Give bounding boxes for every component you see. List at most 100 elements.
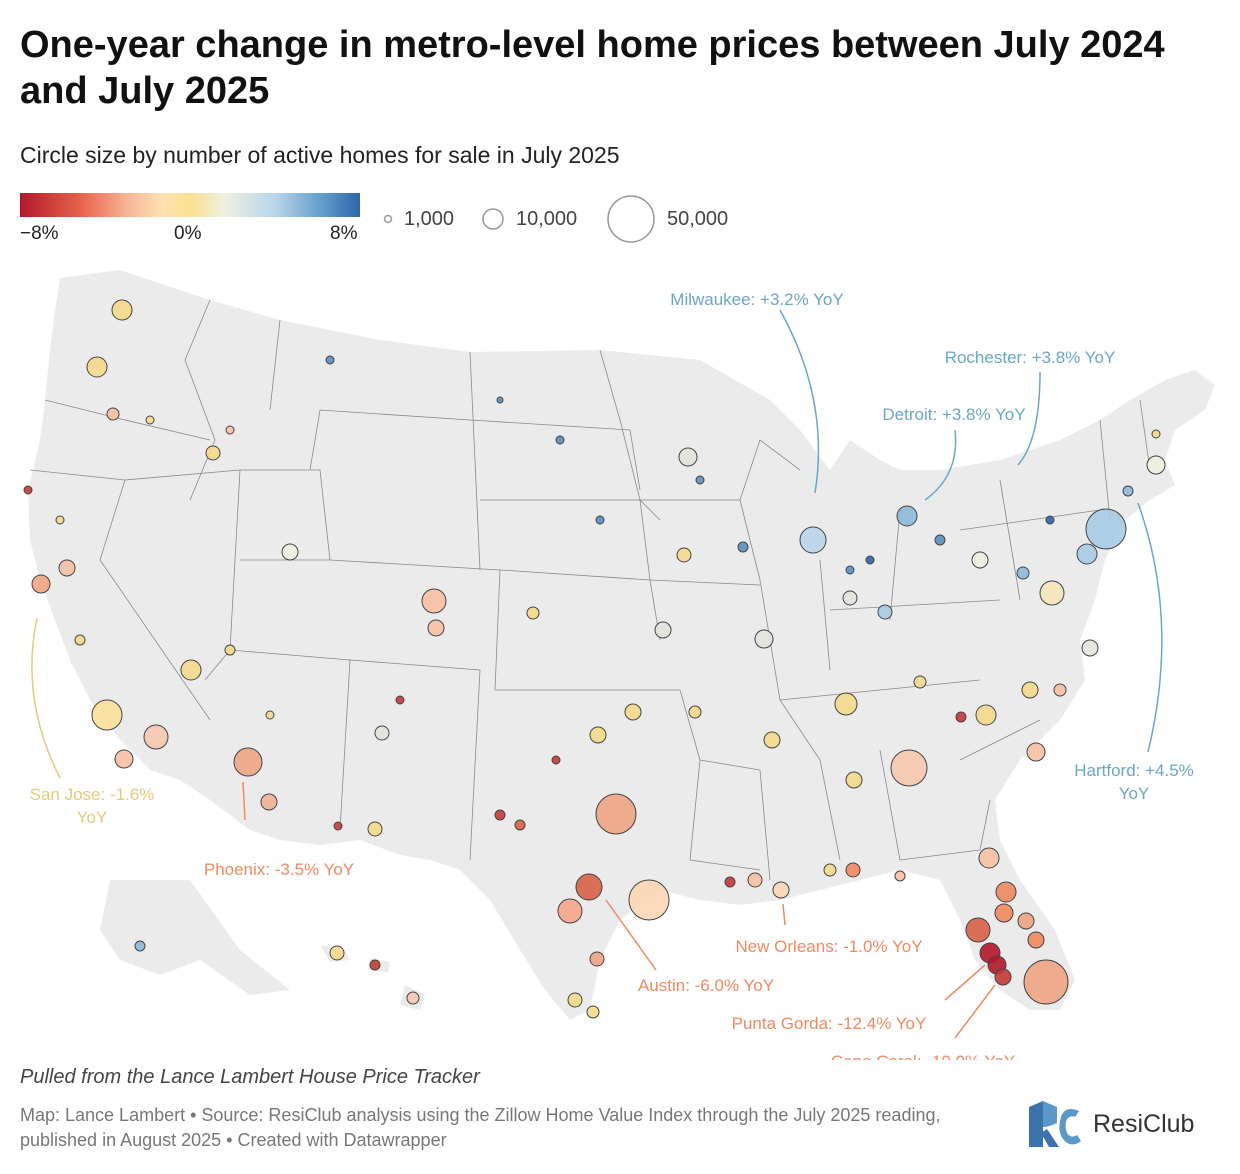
- metro-dot: [975, 704, 997, 726]
- metro-dot: [374, 725, 390, 741]
- metro-dot: [586, 1005, 600, 1019]
- metro-dot: [494, 809, 506, 821]
- metro-dot: [589, 951, 605, 967]
- punta-gorda-label: Punta Gorda: -12.4% YoY: [732, 1014, 927, 1033]
- metro-dot: [1146, 455, 1166, 475]
- metro-dot: [325, 355, 335, 365]
- color-scale-min-label: −8%: [20, 223, 59, 244]
- metro-dot: [260, 793, 278, 811]
- metro-dot: [526, 606, 540, 620]
- metro-dot: [1045, 515, 1055, 525]
- metro-dot: [1076, 543, 1098, 565]
- resiclub-logo-icon: [1029, 1101, 1081, 1147]
- metro-dot: [589, 726, 607, 744]
- metro-dot: [1053, 683, 1067, 697]
- metro-dot: [595, 793, 637, 835]
- chart-subtitle: Circle size by number of active homes fo…: [20, 142, 620, 168]
- metro-dot: [747, 872, 763, 888]
- metro-dot: [395, 695, 405, 705]
- metro-dot: [205, 445, 221, 461]
- rochester-arrow: [1017, 371, 1041, 466]
- chart-title: One-year change in metro-level home pric…: [20, 24, 1165, 112]
- metro-dot: [111, 299, 133, 321]
- metro-dot: [676, 547, 692, 563]
- size-legend: [383, 195, 655, 243]
- metro-dot: [421, 588, 447, 614]
- metro-dot: [1016, 566, 1030, 580]
- source-credit: Map: Lance Lambert • Source: ResiClub an…: [20, 1105, 941, 1150]
- metro-dot: [894, 870, 906, 882]
- alaska-landmass: [100, 880, 290, 995]
- metro-dot: [865, 555, 875, 565]
- metro-dot: [654, 621, 672, 639]
- metro-dot: [799, 526, 827, 554]
- color-scale-mid-label: 0%: [174, 223, 202, 244]
- milwaukee-label: Milwaukee: +3.2% YoY: [670, 290, 843, 309]
- metro-dot: [1027, 931, 1045, 949]
- size-legend-large-label: 50,000: [667, 208, 729, 230]
- punta-gorda-arrow: [944, 964, 986, 1001]
- cape-coral-arrow: [954, 984, 996, 1039]
- metro-dot: [1021, 681, 1039, 699]
- metro-dot: [31, 574, 51, 594]
- metro-dot: [971, 551, 989, 569]
- detroit-label: Detroit: +3.8% YoY: [882, 405, 1025, 424]
- metro-dot: [994, 903, 1014, 923]
- san-jose-arrow: [31, 617, 61, 779]
- metro-dot: [1122, 485, 1134, 497]
- metro-dot: [333, 821, 343, 831]
- metro-dot: [955, 711, 967, 723]
- metro-dot: [106, 407, 120, 421]
- metro-dot: [978, 847, 1000, 869]
- resiclub-logo: ResiClub: [1025, 1096, 1194, 1152]
- metro-dot: [1023, 959, 1069, 1005]
- metro-dot: [58, 559, 76, 577]
- metro-dot: [55, 515, 65, 525]
- metro-dot: [934, 534, 946, 546]
- metro-dot: [754, 629, 774, 649]
- metro-dot: [724, 876, 736, 888]
- metro-dot: [557, 898, 583, 924]
- metro-dot: [91, 699, 123, 731]
- metro-dot: [567, 992, 583, 1008]
- metro-dot: [772, 881, 790, 899]
- metro-dot: [1081, 639, 1099, 657]
- size-legend-medium-label: 10,000: [516, 208, 578, 230]
- color-scale-max-label: 8%: [330, 223, 358, 244]
- metro-dot: [628, 879, 670, 921]
- metro-dot: [281, 543, 299, 561]
- hartford-arrow: [1137, 502, 1163, 753]
- metro-dot: [845, 565, 855, 575]
- metro-dot: [678, 447, 698, 467]
- metro-dot: [86, 356, 108, 378]
- metro-dots: [23, 299, 1166, 1019]
- new-orleans-arrow: [782, 903, 786, 926]
- san-jose-label-line1: San Jose: -1.6%: [30, 785, 155, 804]
- metro-dot: [224, 644, 236, 656]
- metro-dot: [575, 873, 603, 901]
- hartford-label-line2: YoY: [1119, 784, 1150, 803]
- us-map: Milwaukee: +3.2% YoY Rochester: +3.8% Yo…: [23, 270, 1215, 1060]
- austin-label: Austin: -6.0% YoY: [638, 976, 774, 995]
- austin-arrow: [605, 899, 657, 971]
- metro-dot: [551, 755, 561, 765]
- metro-dot: [145, 415, 155, 425]
- resiclub-logo-text: ResiClub: [1093, 1109, 1195, 1138]
- metro-dot: [890, 749, 928, 787]
- detroit-arrow: [924, 429, 957, 501]
- metro-dot: [695, 475, 705, 485]
- metro-dot: [367, 821, 383, 837]
- metro-dot: [329, 945, 345, 961]
- metro-dot: [624, 703, 642, 721]
- cape-coral-label: Cape Coral: -10.0% YoY: [831, 1052, 1015, 1060]
- metro-dot: [842, 590, 858, 606]
- new-orleans-label: New Orleans: -1.0% YoY: [735, 937, 922, 956]
- metro-dot: [233, 747, 263, 777]
- metro-dot: [369, 959, 381, 971]
- metro-dot: [1039, 580, 1065, 606]
- metro-dot: [896, 505, 918, 527]
- metro-dot: [845, 771, 863, 789]
- size-legend-large-circle: [607, 195, 655, 243]
- metro-dot: [763, 731, 781, 749]
- metro-dot: [965, 917, 991, 943]
